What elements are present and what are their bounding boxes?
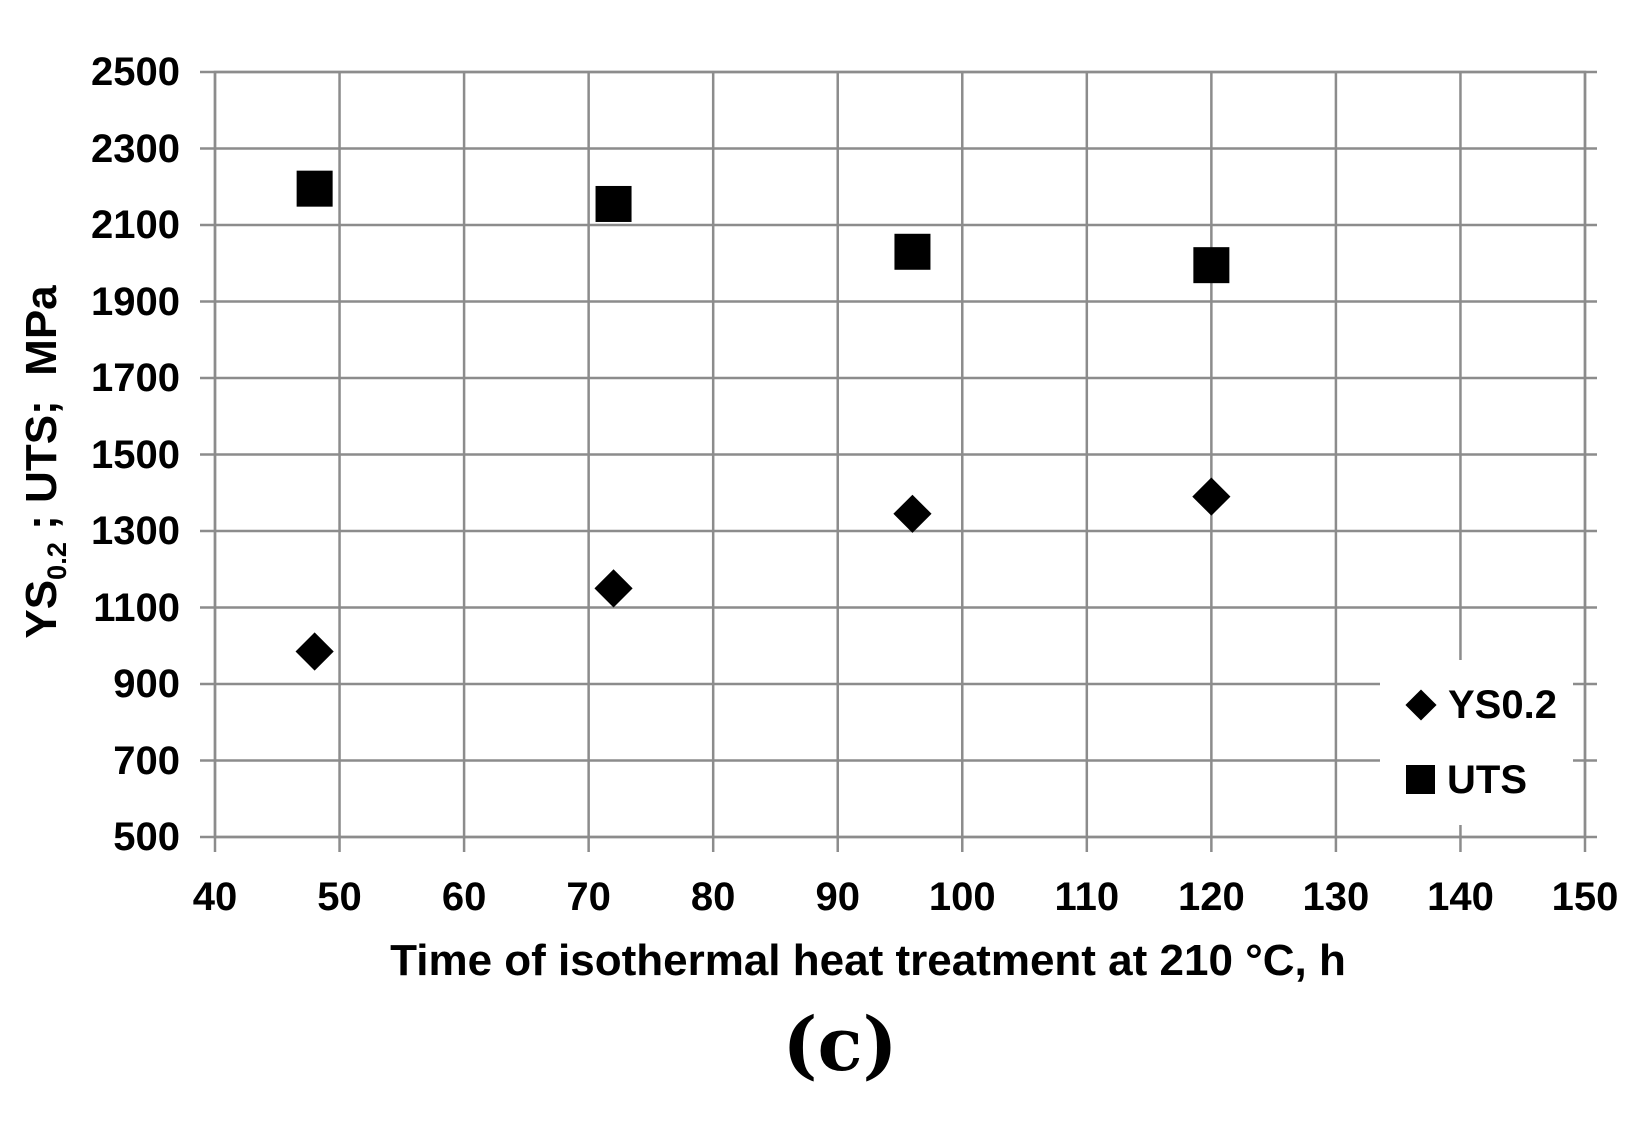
x-tick-label: 120 [1177,875,1245,919]
y-tick-label: 500 [113,815,180,859]
y-tick-label: 1100 [93,585,180,630]
data-point-marker [893,494,932,533]
legend: YS0.2 UTS [1380,660,1573,825]
y-tick-label: 900 [113,662,180,706]
y-tick-label: 2500 [91,50,180,94]
legend-label: YS0.2 [1448,683,1557,728]
square-marker-icon [1406,765,1435,795]
y-tick-label: 1300 [91,509,180,553]
x-tick-label: 90 [815,875,860,919]
x-tick-label: 140 [1427,875,1494,919]
diamond-marker-icon [1405,689,1437,721]
legend-entry-ys02: YS0.2 [1405,683,1573,728]
data-point-marker [295,632,334,671]
x-tick-label: 60 [441,875,487,919]
series-uts-markers [296,170,1230,284]
y-tick-label: 2300 [91,126,180,171]
x-tick-label: 110 [1054,875,1120,919]
legend-label: UTS [1447,757,1527,802]
series-ys02-markers [295,477,1231,671]
x-tick-label: 40 [192,875,238,919]
y-tick-label: 700 [113,738,180,783]
x-tick-label: 130 [1302,875,1370,919]
plot-border [213,70,1587,839]
data-point-marker [1192,477,1231,516]
data-point-marker [595,185,632,222]
x-tick-label: 80 [690,875,736,919]
data-point-marker [1193,247,1230,284]
y-tick-label: 1700 [91,356,180,400]
y-tick-label: 2100 [91,203,180,247]
x-axis-title: Time of isothermal heat treatment at 210… [390,936,1346,985]
legend-entry-uts: UTS [1406,758,1573,802]
x-tick-label: 100 [928,875,996,919]
x-tick-label: 150 [1551,875,1619,919]
data-point-marker [894,233,931,270]
y-tick-label: 1500 [91,432,180,477]
x-tick-label: 70 [566,875,611,919]
data-point-marker [594,569,633,608]
x-tick-label: 50 [317,875,362,919]
figure-caption: (c) [782,1002,898,1088]
data-point-marker [296,170,333,207]
y-tick-label: 1900 [91,279,180,324]
